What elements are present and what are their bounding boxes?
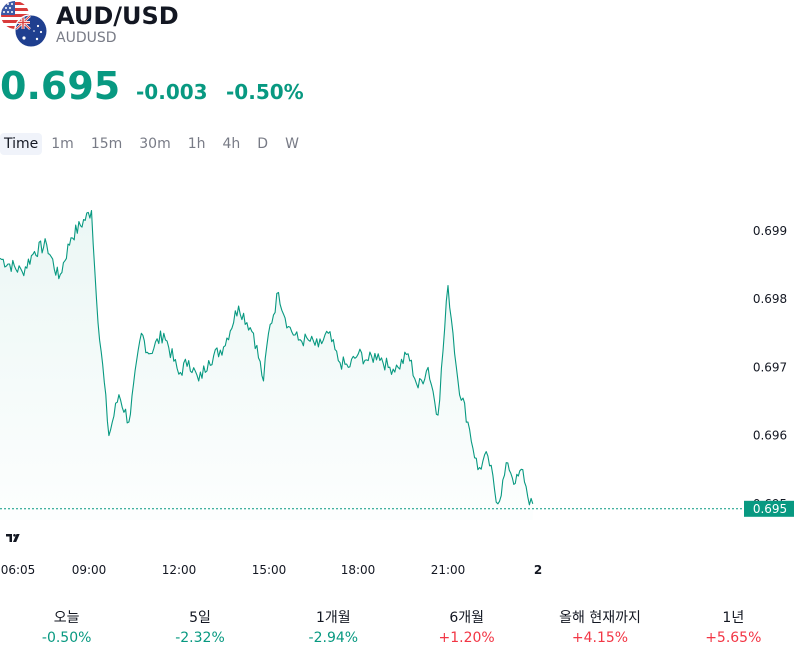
tab-time[interactable]: Time [0,133,43,155]
tab-d[interactable]: D [257,136,269,152]
tab-30m[interactable]: 30m [139,136,171,152]
last-price-badge-label: 0.695 [753,502,787,516]
price-area [0,210,533,520]
timeframe-tabs: Time 1m 15m 30m 1h 4h D W [0,132,308,156]
tab-1h[interactable]: 1h [187,136,206,152]
y-tick-label: 0.697 [753,360,787,374]
last-price-badge: 0.695 [744,500,794,517]
x-tick-label: 21:00 [431,563,466,577]
tradingview-logo-icon[interactable] [0,522,28,552]
x-tick-label: 2 [534,563,542,577]
price-change-percent: -0.50% [226,80,304,104]
symbol-title: AUD/USD [56,2,179,30]
perf-label: 올해 현재까지 [559,610,641,626]
symbol-ticker: AUDUSD [56,30,117,46]
x-tick-label: 09:00 [72,563,107,577]
perf-6m[interactable]: 6개월 +1.20% [400,608,533,652]
perf-value: +1.20% [438,630,495,646]
tab-1m[interactable]: 1m [51,136,74,152]
y-tick-label: 0.698 [753,292,787,306]
perf-label: 오늘 [53,610,80,626]
y-tick-label: 0.696 [753,429,787,443]
x-axis: 06:05 09:00 12:00 15:00 18:00 21:00 2 [1,563,542,577]
price-change: -0.003 [136,80,208,104]
perf-label: 6개월 [449,610,484,626]
australia-flag-icon [14,14,48,48]
price-line [0,209,534,506]
y-tick-label: 0.699 [753,224,787,238]
perf-today[interactable]: 오늘 -0.50% [0,608,133,652]
header: AUD/USD AUDUSD [0,0,800,60]
x-tick-label: 06:05 [1,563,36,577]
quote-panel: 0.695 -0.003 -0.50% [0,64,800,108]
perf-value: +4.15% [571,630,629,646]
currency-flags [1,1,48,48]
perf-ytd[interactable]: 올해 현재까지 +4.15% [533,608,666,652]
perf-value: -2.94% [308,630,359,646]
tab-4h[interactable]: 4h [222,136,241,152]
perf-label: 1개월 [315,610,351,626]
perf-5d[interactable]: 5일 -2.32% [133,608,266,652]
perf-1m[interactable]: 1개월 -2.94% [267,608,400,652]
perf-value: -2.32% [175,630,225,646]
last-price: 0.695 [0,64,121,108]
perf-label: 5일 [189,610,211,626]
perf-1y[interactable]: 1년 +5.65% [667,608,800,652]
x-tick-label: 12:00 [162,563,197,577]
performance-bar: 오늘 -0.50% 5일 -2.32% 1개월 -2.94% 6개월 +1.20… [0,608,800,652]
tab-15m[interactable]: 15m [90,136,123,152]
x-tick-label: 15:00 [252,563,287,577]
x-tick-label: 18:00 [341,563,376,577]
perf-value: -0.50% [41,630,92,646]
perf-label: 1년 [722,610,745,626]
perf-value: +5.65% [705,630,762,646]
tab-w[interactable]: W [285,136,299,152]
